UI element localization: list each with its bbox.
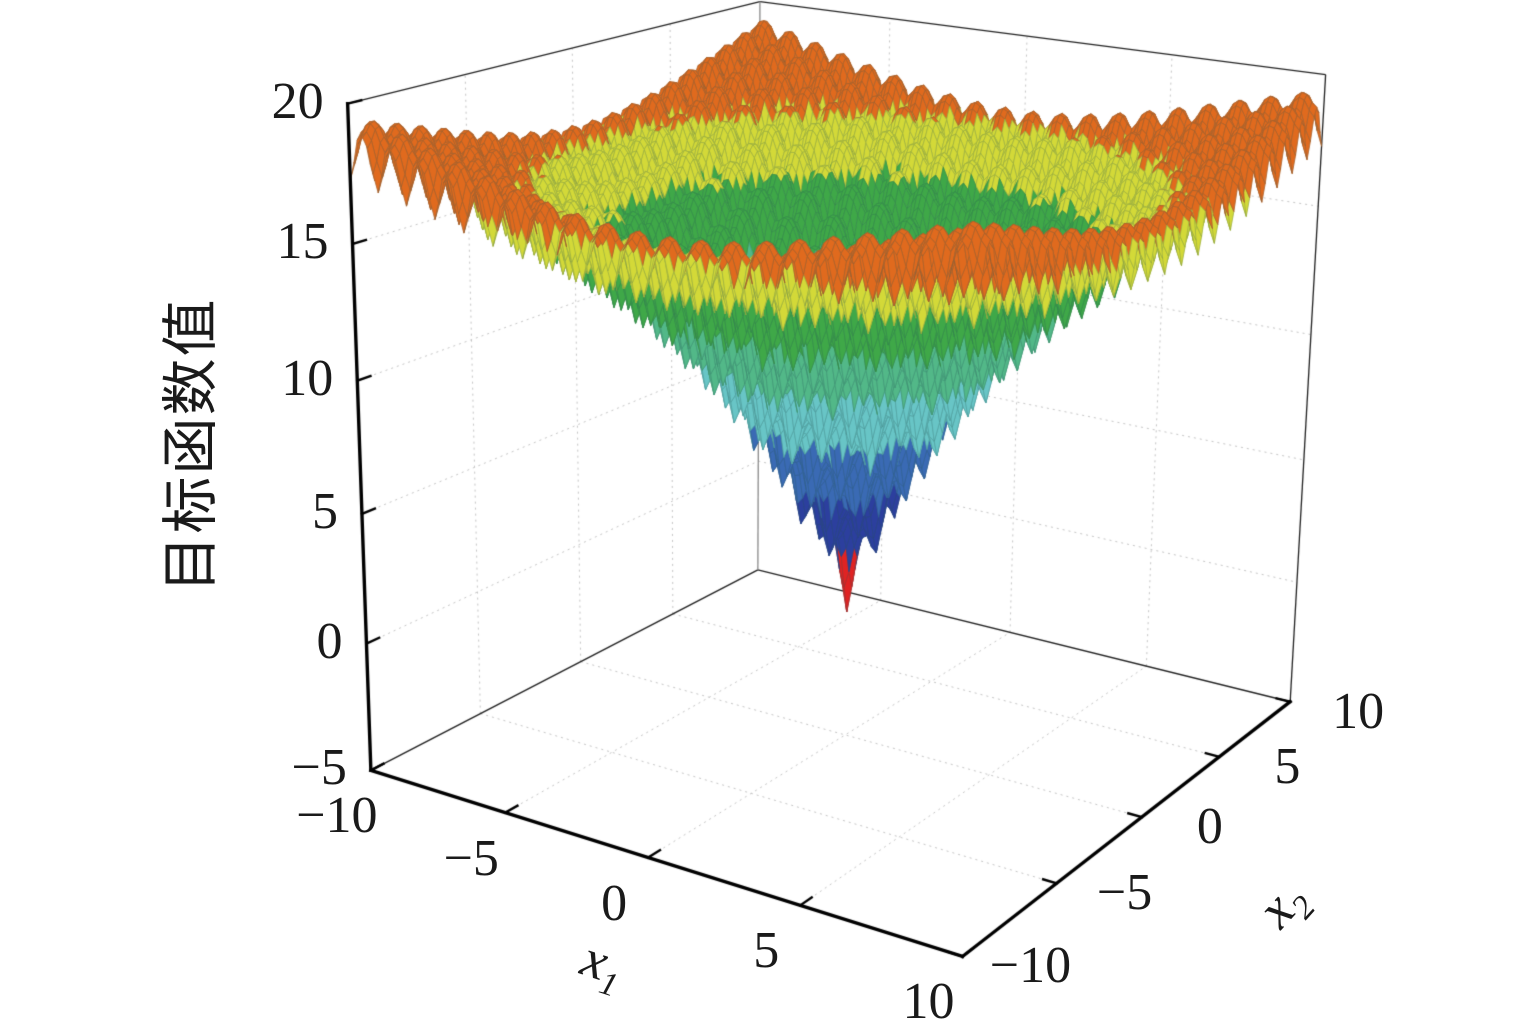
z-tick-label: 15 [276,212,329,270]
x1-tick-label: −10 [296,787,378,845]
z-tick-label: 10 [281,349,334,407]
z-tick-label: −5 [291,739,347,797]
x1-tick-label: 0 [601,874,628,932]
z-axis-title: 目标函数值 [160,297,223,593]
x2-tick-label: 5 [1274,737,1301,795]
z-tick-label: 0 [316,612,343,670]
z-tick-label: 5 [311,482,338,540]
x2-tick-label: 0 [1196,798,1223,856]
z-tick-label: 20 [271,72,324,130]
x2-tick-label: −5 [1096,864,1153,922]
x1-tick-label: 5 [753,922,780,980]
x1-tick-label: −5 [443,829,499,887]
x1-tick-label: 10 [902,973,955,1031]
x2-tick-label: 10 [1332,682,1385,740]
x2-tick-label: −10 [989,937,1072,995]
